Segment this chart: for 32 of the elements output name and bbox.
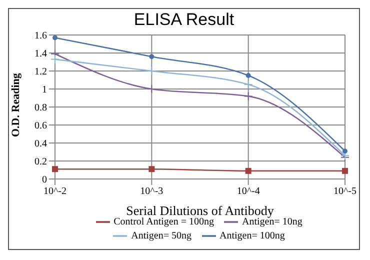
point [148, 166, 155, 172]
y-tick-label: 0.4 [34, 138, 47, 150]
point [244, 92, 253, 101]
y-tick-label: 1.2 [34, 66, 47, 78]
point [342, 168, 348, 174]
y-tick-label: 0 [42, 174, 47, 186]
point [52, 35, 58, 40]
point [147, 84, 156, 94]
y-tick-label: 0.2 [34, 156, 47, 168]
point [149, 54, 154, 60]
y-tick-label: 0.8 [34, 102, 47, 114]
point [342, 148, 348, 154]
y-tick-label: 1.4 [34, 48, 47, 60]
y-tick-label: 1.6 [34, 30, 47, 42]
chart-title: ELISA Result [132, 9, 236, 31]
x-tick-label: 10^-3 [140, 186, 164, 198]
x-tick-label: 10^-2 [43, 186, 67, 198]
legend-label: Antigen= 10ng [242, 216, 302, 228]
legend-label: Control Antigen = 100ng [114, 216, 214, 228]
y-tick-label: 1 [42, 84, 47, 96]
y-tick-label: 0.6 [34, 120, 47, 132]
y-axis-title: O.D. Reading [10, 72, 22, 137]
x-axis-title: Serial Dilutions of Antibody [126, 203, 274, 218]
point [52, 166, 58, 172]
point [147, 66, 156, 76]
legend-label: Antigen= 100ng [220, 230, 285, 242]
legend-label: Antigen= 50ng [131, 230, 192, 242]
point [245, 168, 252, 174]
point [246, 73, 251, 78]
point [244, 80, 253, 89]
x-tick-label: 10^-5 [333, 186, 357, 198]
x-tick-label: 10^-4 [236, 186, 260, 198]
